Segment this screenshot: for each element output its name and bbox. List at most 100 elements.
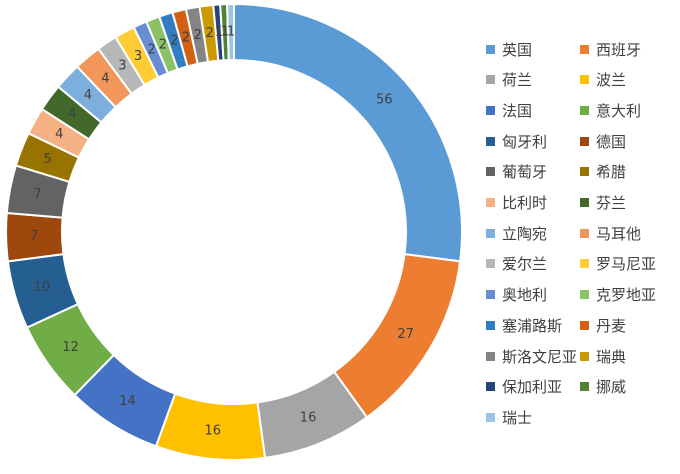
legend-item-奥地利: 奥地利: [486, 284, 547, 306]
data-label-马耳他: 4: [101, 71, 109, 86]
legend-swatch: [486, 320, 495, 330]
legend-label: 法国: [502, 101, 533, 120]
legend-swatch: [580, 167, 589, 177]
legend-swatch: [486, 105, 495, 115]
data-label-保加利亚: 1: [215, 25, 223, 40]
legend-swatch: [486, 198, 495, 207]
legend-label: 挪威: [596, 378, 627, 397]
legend-item-芬兰: 芬兰: [580, 192, 626, 214]
legend-label: 葡萄牙: [502, 163, 548, 182]
data-label-英国: 56: [376, 92, 393, 107]
legend-label: 爱尔兰: [502, 255, 548, 274]
data-label-希腊: 5: [44, 152, 52, 167]
legend-swatch: [486, 290, 495, 300]
legend-swatch: [580, 105, 589, 115]
legend-label: 西班牙: [596, 40, 642, 59]
legend-label: 波兰: [596, 71, 627, 90]
legend-swatch: [486, 382, 495, 392]
data-label-意大利: 12: [62, 340, 79, 355]
legend-label: 立陶宛: [502, 224, 548, 243]
legend-swatch: [486, 412, 495, 422]
legend-item-塞浦路斯: 塞浦路斯: [486, 314, 562, 336]
legend-item-英国: 英国: [486, 38, 532, 60]
legend-swatch: [580, 290, 589, 300]
data-label-斯洛文尼亚: 2: [194, 28, 202, 43]
data-label-挪威: 1: [221, 25, 229, 40]
legend-label: 意大利: [596, 101, 642, 120]
legend-item-比利时: 比利时: [486, 192, 547, 214]
data-label-葡萄牙: 7: [33, 187, 41, 202]
legend-item-丹麦: 丹麦: [580, 314, 626, 336]
legend-swatch: [486, 351, 495, 361]
data-label-克罗地亚: 2: [159, 38, 167, 53]
legend-label: 奥地利: [502, 286, 548, 305]
data-label-塞浦路斯: 2: [170, 34, 178, 49]
data-label-比利时: 4: [55, 127, 63, 142]
data-label-芬兰: 4: [68, 107, 76, 122]
legend-item-立陶宛: 立陶宛: [486, 222, 547, 244]
legend-label: 克罗地亚: [596, 286, 657, 305]
legend-label: 荷兰: [502, 71, 533, 90]
legend-swatch: [580, 259, 589, 269]
legend-item-克罗地亚: 克罗地亚: [580, 284, 656, 306]
legend-label: 丹麦: [596, 316, 627, 335]
legend-label: 塞浦路斯: [502, 316, 563, 335]
legend-item-马耳他: 马耳他: [580, 222, 641, 244]
legend-item-瑞典: 瑞典: [580, 345, 626, 367]
legend-label: 瑞士: [502, 408, 533, 427]
legend-item-瑞士: 瑞士: [486, 406, 532, 428]
legend-item-西班牙: 西班牙: [580, 38, 641, 60]
data-label-爱尔兰: 3: [118, 59, 126, 74]
data-label-德国: 7: [30, 229, 38, 244]
data-label-荷兰: 16: [300, 410, 317, 425]
legend-swatch: [580, 198, 589, 207]
data-label-匈牙利: 10: [34, 280, 51, 295]
legend-item-罗马尼亚: 罗马尼亚: [580, 253, 656, 275]
legend-label: 德国: [596, 132, 627, 151]
legend-item-斯洛文尼亚: 斯洛文尼亚: [486, 345, 577, 367]
legend-swatch: [580, 136, 589, 146]
legend-swatch: [580, 75, 589, 85]
slice-英国: [233, 2, 463, 263]
legend-swatch: [486, 228, 495, 238]
legend-label: 比利时: [502, 194, 548, 212]
legend-label: 保加利亚: [502, 378, 563, 397]
legend-item-保加利亚: 保加利亚: [486, 376, 562, 398]
legend-swatch: [580, 382, 589, 392]
legend-label: 匈牙利: [502, 132, 548, 151]
legend-swatch: [580, 228, 589, 238]
data-label-西班牙: 27: [397, 327, 414, 342]
legend-swatch: [486, 259, 495, 269]
legend-swatch: [486, 136, 495, 146]
legend-label: 瑞典: [596, 347, 627, 366]
legend-label: 马耳他: [596, 224, 642, 243]
legend-item-爱尔兰: 爱尔兰: [486, 253, 547, 275]
legend-swatch: [580, 320, 589, 330]
legend-label: 芬兰: [596, 194, 627, 212]
legend-label: 罗马尼亚: [596, 255, 657, 274]
legend-swatch: [580, 351, 589, 361]
legend-swatch: [486, 75, 495, 85]
legend-swatch: [580, 44, 589, 54]
data-label-波兰: 16: [205, 423, 222, 438]
legend-item-波兰: 波兰: [580, 69, 626, 91]
data-label-罗马尼亚: 3: [134, 49, 142, 64]
legend-swatch: [486, 167, 495, 177]
legend-item-德国: 德国: [580, 130, 626, 152]
legend-item-挪威: 挪威: [580, 376, 626, 398]
data-label-瑞士: 1: [227, 25, 235, 40]
legend-label: 英国: [502, 40, 533, 59]
data-label-法国: 14: [119, 394, 136, 409]
data-label-丹麦: 2: [182, 30, 190, 45]
donut-slices: [5, 2, 463, 461]
data-label-瑞典: 2: [206, 26, 214, 41]
legend-item-意大利: 意大利: [580, 99, 641, 121]
legend-item-法国: 法国: [486, 99, 532, 121]
legend-label: 斯洛文尼亚: [502, 347, 578, 366]
legend-item-葡萄牙: 葡萄牙: [486, 161, 547, 183]
slice-瑞士: [226, 2, 235, 62]
data-label-奥地利: 2: [147, 42, 155, 57]
legend-item-荷兰: 荷兰: [486, 69, 532, 91]
